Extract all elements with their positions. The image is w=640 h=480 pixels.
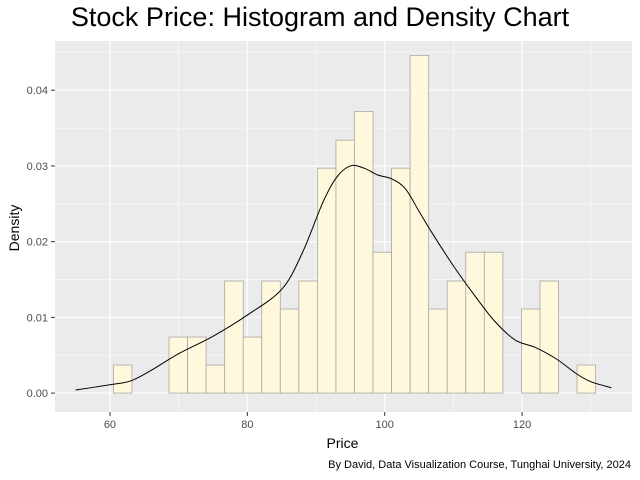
histogram-bar	[335, 139, 355, 394]
x-axis-ticks: 60 80 100 120	[104, 412, 531, 431]
histogram-bar	[576, 364, 596, 394]
density-curve	[75, 164, 612, 391]
histogram-bar	[242, 336, 263, 394]
y-axis-label: Density	[6, 204, 22, 252]
histogram-bar	[428, 308, 448, 394]
histogram-bar	[465, 251, 485, 394]
chart-caption: By David, Data Visualization Course, Tun…	[328, 459, 631, 471]
histogram-bar	[261, 280, 281, 394]
y-tick-label: 0.04	[27, 85, 48, 97]
histogram-bars	[112, 54, 596, 394]
x-tick-label: 80	[241, 419, 253, 431]
y-axis-ticks: 0.00 0.01 0.02 0.03 0.04	[27, 85, 55, 400]
histogram-bar	[446, 280, 467, 394]
histogram-bar	[279, 308, 300, 394]
histogram-bar	[391, 167, 411, 394]
x-tick-label: 100	[376, 419, 394, 431]
x-axis-label: Price	[326, 435, 359, 451]
histogram-bar	[112, 364, 133, 394]
y-tick-label: 0.02	[27, 237, 48, 249]
y-tick-label: 0.03	[27, 161, 48, 173]
y-tick-label: 0.01	[27, 312, 48, 324]
histogram-bar	[205, 364, 226, 394]
y-tick-label: 0.00	[27, 388, 48, 400]
histogram-bar	[539, 280, 559, 394]
histogram-bar	[298, 280, 318, 394]
histogram-bar	[354, 111, 374, 394]
histogram-bar	[187, 336, 207, 394]
histogram-bar	[521, 308, 541, 394]
histogram-bar	[372, 251, 392, 394]
histogram-bar	[224, 280, 244, 394]
x-tick-label: 120	[513, 419, 531, 431]
histogram-bar	[409, 54, 430, 394]
histogram-bar	[316, 167, 337, 394]
x-tick-label: 60	[104, 419, 116, 431]
histogram-bar	[168, 336, 188, 394]
histogram-bar	[483, 251, 504, 394]
chart-title: Stock Price: Histogram and Density Chart	[70, 2, 570, 32]
